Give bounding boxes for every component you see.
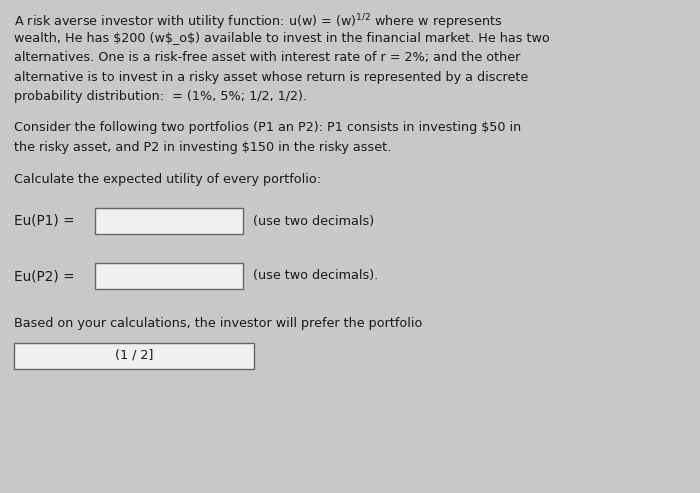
Text: A risk averse investor with utility function: u(w) = (w)$^{1/2}$ where w represe: A risk averse investor with utility func… xyxy=(14,12,503,32)
Text: Consider the following two portfolios (P1 an P2): P1 consists in investing $50 i: Consider the following two portfolios (P… xyxy=(14,121,522,135)
Text: Calculate the expected utility of every portfolio:: Calculate the expected utility of every … xyxy=(14,173,321,185)
Text: Eu(P2) =: Eu(P2) = xyxy=(14,269,75,283)
Text: (use two decimals).: (use two decimals). xyxy=(253,270,378,282)
Text: the risky asset, and P2 in investing $150 in the risky asset.: the risky asset, and P2 in investing $15… xyxy=(14,141,391,154)
Text: Eu(P1) =: Eu(P1) = xyxy=(14,214,75,228)
FancyBboxPatch shape xyxy=(14,343,254,368)
Text: wealth, He has $200 (w$_o$) available to invest in the financial market. He has : wealth, He has $200 (w$_o$) available to… xyxy=(14,32,550,44)
Text: Based on your calculations, the investor will prefer the portfolio: Based on your calculations, the investor… xyxy=(14,317,422,330)
Text: alternatives. One is a risk-free asset with interest rate of r = 2%; and the oth: alternatives. One is a risk-free asset w… xyxy=(14,51,520,64)
Text: probability distribution:  = (1%, 5%; 1/2, 1/2).: probability distribution: = (1%, 5%; 1/2… xyxy=(14,90,307,103)
Text: (use two decimals): (use two decimals) xyxy=(253,214,374,227)
Text: (1 / 2]: (1 / 2] xyxy=(115,349,153,362)
Text: alternative is to invest in a risky asset whose return is represented by a discr: alternative is to invest in a risky asse… xyxy=(14,70,528,83)
FancyBboxPatch shape xyxy=(95,208,243,234)
FancyBboxPatch shape xyxy=(95,263,243,289)
